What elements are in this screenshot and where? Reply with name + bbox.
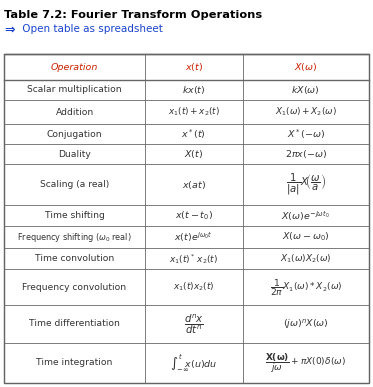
- Text: Time convolution: Time convolution: [35, 254, 114, 263]
- Text: Table 7.2: Fourier Transform Operations: Table 7.2: Fourier Transform Operations: [4, 10, 263, 20]
- Text: $\dfrac{d^n x}{dt^n}$: $\dfrac{d^n x}{dt^n}$: [184, 312, 204, 336]
- Text: $kX(\omega)$: $kX(\omega)$: [291, 84, 320, 96]
- Text: $\dfrac{1}{2\pi}X_1(\omega)*X_2(\omega)$: $\dfrac{1}{2\pi}X_1(\omega)*X_2(\omega)$: [270, 277, 342, 298]
- Text: Addition: Addition: [56, 108, 94, 116]
- Text: $X^*(-\omega)$: $X^*(-\omega)$: [286, 128, 325, 141]
- Text: Open table as spreadsheet: Open table as spreadsheet: [19, 24, 163, 34]
- Text: $x(at)$: $x(at)$: [182, 179, 206, 191]
- Text: Duality: Duality: [58, 150, 91, 159]
- Text: $x(t)e^{j\omega_0 t}$: $x(t)e^{j\omega_0 t}$: [175, 230, 213, 244]
- Text: ⇒: ⇒: [4, 24, 15, 37]
- Text: Frequency convolution: Frequency convolution: [22, 283, 126, 292]
- Text: $x^*(t)$: $x^*(t)$: [181, 128, 206, 141]
- Text: Conjugation: Conjugation: [47, 130, 102, 139]
- Text: $kx(t)$: $kx(t)$: [182, 84, 206, 96]
- Text: $2\pi x(-\omega)$: $2\pi x(-\omega)$: [285, 149, 327, 161]
- Text: $\dfrac{\mathbf{X(\omega)}}{j\omega} + \pi X(0)\delta(\omega)$: $\dfrac{\mathbf{X(\omega)}}{j\omega} + \…: [265, 351, 346, 375]
- Text: $\dfrac{1}{|a|}X\!\left(\dfrac{\omega}{a}\right)$: $\dfrac{1}{|a|}X\!\left(\dfrac{\omega}{a…: [286, 172, 326, 197]
- Text: $X_1(\omega) + X_2(\omega)$: $X_1(\omega) + X_2(\omega)$: [275, 106, 336, 118]
- Text: Scalar multiplication: Scalar multiplication: [27, 86, 122, 94]
- Text: $x_1(t) + x_2(t)$: $x_1(t) + x_2(t)$: [168, 106, 220, 118]
- Text: $X(\omega)$: $X(\omega)$: [294, 61, 317, 73]
- Text: $X_1(\omega)X_2(\omega)$: $X_1(\omega)X_2(\omega)$: [280, 252, 332, 265]
- Text: Frequency shifting ($\omega_0$ real): Frequency shifting ($\omega_0$ real): [17, 231, 132, 244]
- Text: $X(\omega - \omega_0)$: $X(\omega - \omega_0)$: [282, 231, 329, 243]
- Text: $x(t - t_0)$: $x(t - t_0)$: [175, 209, 213, 222]
- Text: Operation: Operation: [51, 63, 98, 72]
- Text: $x_1(t)^*\, x_2(t)$: $x_1(t)^*\, x_2(t)$: [169, 252, 218, 265]
- Text: Time differentiation: Time differentiation: [29, 319, 120, 328]
- Text: $\int_{-\infty}^{t}\!\! x(u)du$: $\int_{-\infty}^{t}\!\! x(u)du$: [170, 353, 217, 373]
- Text: $x_1(t)x_2(t)$: $x_1(t)x_2(t)$: [173, 281, 214, 293]
- Text: $x(t)$: $x(t)$: [185, 61, 203, 73]
- Text: $(j\omega)^n X(\omega)$: $(j\omega)^n X(\omega)$: [283, 317, 329, 331]
- Text: $X(\omega)e^{-j\omega t_0}$: $X(\omega)e^{-j\omega t_0}$: [281, 209, 330, 223]
- Text: $X(t)$: $X(t)$: [184, 149, 203, 161]
- Text: Time integration: Time integration: [37, 358, 113, 367]
- Text: Time shifting: Time shifting: [45, 211, 104, 220]
- Text: Scaling (a real): Scaling (a real): [40, 180, 109, 189]
